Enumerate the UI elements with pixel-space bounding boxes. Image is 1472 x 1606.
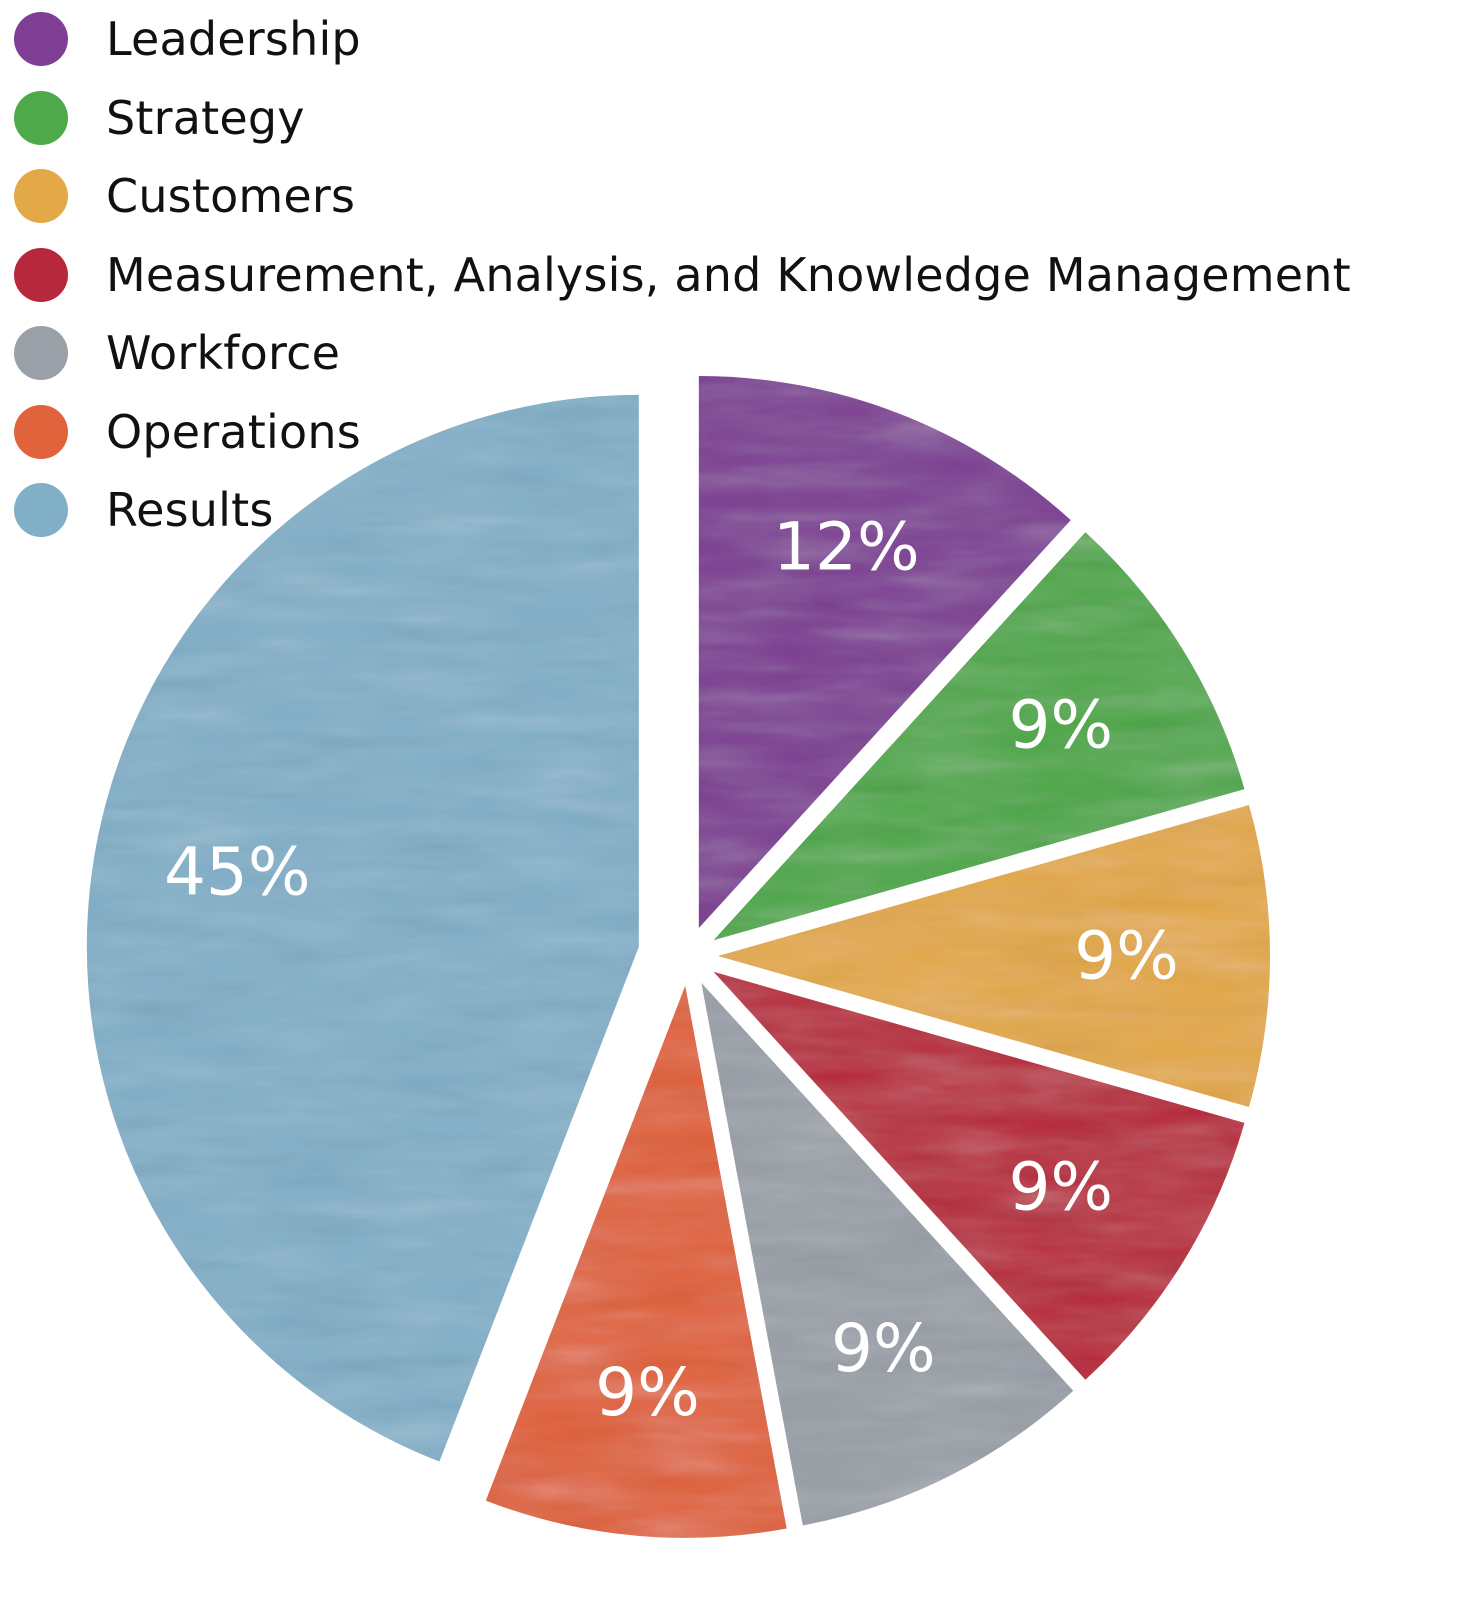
pie-slice-customers bbox=[718, 804, 1271, 1108]
slice-value-label-leadership: 12% bbox=[773, 509, 920, 586]
legend-label: Results bbox=[106, 483, 274, 538]
legend-swatch bbox=[14, 326, 68, 381]
pie-slice-strategy bbox=[713, 532, 1245, 941]
legend-item-strategy: Strategy bbox=[14, 79, 1351, 158]
legend-swatch bbox=[14, 483, 68, 538]
pie-slice-results bbox=[86, 394, 639, 1462]
legend-label: Leadership bbox=[106, 12, 361, 67]
legend-swatch bbox=[14, 12, 68, 67]
legend-item-operations: Operations bbox=[14, 393, 1351, 472]
legend-label: Customers bbox=[106, 169, 356, 224]
slice-value-label-results: 45% bbox=[164, 833, 311, 910]
pie-slice-leadership bbox=[698, 376, 1071, 929]
legend-label: Strategy bbox=[106, 90, 305, 145]
legend-item-leadership: Leadership bbox=[14, 0, 1351, 79]
legend-label: Measurement, Analysis, and Knowledge Man… bbox=[106, 247, 1351, 302]
legend-swatch bbox=[14, 169, 68, 224]
legend-label: Workforce bbox=[106, 326, 341, 381]
legend-swatch bbox=[14, 90, 68, 145]
pie-slice-measurement-analysis-and-knowledge-management bbox=[713, 971, 1245, 1380]
legend-item-results: Results bbox=[14, 471, 1351, 550]
chart-legend: Leadership Strategy Customers Measurement, … bbox=[14, 0, 1351, 550]
slice-value-label-measurement-analysis-and-knowledge-management: 9% bbox=[1008, 1148, 1113, 1225]
pie-slice-operations bbox=[485, 985, 787, 1538]
slice-value-label-operations: 9% bbox=[595, 1354, 700, 1431]
slice-value-label-workforce: 9% bbox=[831, 1310, 936, 1387]
legend-swatch bbox=[14, 247, 68, 302]
legend-swatch bbox=[14, 404, 68, 459]
legend-item-customers: Customers bbox=[14, 157, 1351, 236]
pie-slice-workforce bbox=[701, 982, 1074, 1526]
slice-value-label-strategy: 9% bbox=[1008, 687, 1113, 764]
slice-value-label-customers: 9% bbox=[1074, 918, 1179, 995]
legend-label: Operations bbox=[106, 404, 361, 459]
legend-item-workforce: Workforce bbox=[14, 314, 1351, 393]
legend-item-measurement-analysis-and-knowledge-management: Measurement, Analysis, and Knowledge Man… bbox=[14, 236, 1351, 315]
